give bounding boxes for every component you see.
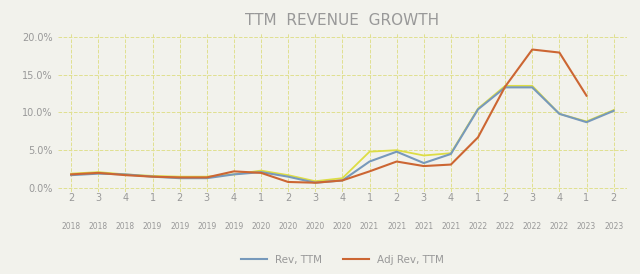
Text: 2020: 2020 — [278, 222, 298, 231]
Adj Rev, TTM — [365, 170, 373, 173]
Text: 2019: 2019 — [197, 222, 216, 231]
Text: 2020: 2020 — [252, 222, 271, 231]
Adj Rev, TTM — [582, 94, 590, 97]
Adj Rev, TTM — [556, 51, 563, 54]
Rev, TTM — [474, 108, 482, 111]
Adj Rev, TTM — [67, 173, 75, 176]
Rev, TTM — [582, 121, 590, 124]
Text: 2022: 2022 — [495, 222, 515, 231]
Adj Rev, TTM — [529, 48, 536, 51]
Text: 2023: 2023 — [577, 222, 596, 231]
Rev, TTM — [312, 181, 319, 184]
Rev, TTM — [447, 152, 455, 156]
Rev, TTM — [230, 173, 237, 176]
Title: TTM  REVENUE  GROWTH: TTM REVENUE GROWTH — [245, 13, 440, 28]
Adj Rev, TTM — [203, 176, 211, 179]
Rev, TTM — [556, 112, 563, 116]
Text: 2021: 2021 — [414, 222, 433, 231]
Text: 2019: 2019 — [170, 222, 189, 231]
Adj Rev, TTM — [474, 136, 482, 139]
Adj Rev, TTM — [122, 173, 129, 177]
Rev, TTM — [365, 160, 373, 163]
Adj Rev, TTM — [501, 85, 509, 88]
Rev, TTM — [257, 170, 265, 174]
Rev, TTM — [284, 175, 292, 178]
Text: 2023: 2023 — [604, 222, 623, 231]
Rev, TTM — [67, 173, 75, 177]
Text: 2021: 2021 — [387, 222, 406, 231]
Adj Rev, TTM — [339, 179, 346, 182]
Text: 2021: 2021 — [360, 222, 379, 231]
Adj Rev, TTM — [148, 175, 156, 178]
Rev, TTM — [529, 86, 536, 89]
Text: 2020: 2020 — [333, 222, 352, 231]
Adj Rev, TTM — [230, 170, 237, 173]
Adj Rev, TTM — [176, 176, 184, 179]
Legend: Rev, TTM, Adj Rev, TTM: Rev, TTM, Adj Rev, TTM — [237, 251, 448, 269]
Adj Rev, TTM — [284, 180, 292, 184]
Rev, TTM — [176, 176, 184, 180]
Rev, TTM — [95, 172, 102, 175]
Text: 2021: 2021 — [442, 222, 460, 231]
Adj Rev, TTM — [393, 160, 401, 163]
Adj Rev, TTM — [257, 171, 265, 175]
Adj Rev, TTM — [312, 181, 319, 184]
Rev, TTM — [610, 109, 618, 112]
Text: 2022: 2022 — [468, 222, 488, 231]
Rev, TTM — [501, 86, 509, 89]
Line: Rev, TTM: Rev, TTM — [71, 87, 614, 183]
Rev, TTM — [122, 173, 129, 176]
Text: 2020: 2020 — [306, 222, 325, 231]
Text: 2019: 2019 — [143, 222, 162, 231]
Rev, TTM — [393, 150, 401, 153]
Adj Rev, TTM — [447, 163, 455, 166]
Line: Adj Rev, TTM: Adj Rev, TTM — [71, 50, 586, 183]
Rev, TTM — [148, 175, 156, 178]
Adj Rev, TTM — [420, 164, 428, 168]
Rev, TTM — [339, 179, 346, 182]
Adj Rev, TTM — [95, 171, 102, 175]
Text: 2018: 2018 — [116, 222, 135, 231]
Rev, TTM — [203, 176, 211, 180]
Text: 2019: 2019 — [224, 222, 244, 231]
Text: 2022: 2022 — [550, 222, 569, 231]
Text: 2022: 2022 — [523, 222, 542, 231]
Text: 2018: 2018 — [61, 222, 81, 231]
Text: 2018: 2018 — [89, 222, 108, 231]
Rev, TTM — [420, 161, 428, 165]
